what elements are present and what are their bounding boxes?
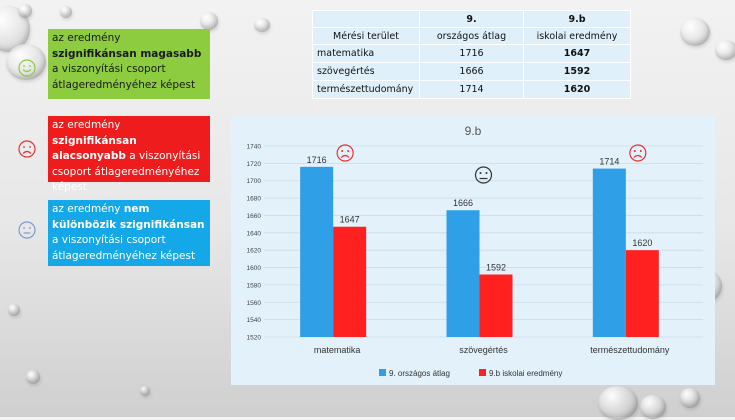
y-tick-label: 1640 xyxy=(247,230,262,237)
table-row: matematika 1716 1647 xyxy=(312,44,631,63)
bar xyxy=(592,168,626,337)
smiley-sad-icon xyxy=(336,144,354,162)
bar xyxy=(446,210,480,337)
chart-title: 9.b xyxy=(465,124,482,138)
water-drop xyxy=(598,386,638,420)
water-drop xyxy=(715,40,735,60)
bar-data-label: 1620 xyxy=(632,238,652,248)
legend-bold-text: szignifikánsan magasabb xyxy=(52,47,202,60)
y-tick-label: 1620 xyxy=(247,248,262,255)
bar xyxy=(479,274,513,337)
legend-swatch xyxy=(479,369,486,376)
y-tick-label: 1580 xyxy=(247,282,262,289)
y-tick-label: 1720 xyxy=(247,161,262,168)
water-drop xyxy=(254,18,270,32)
y-tick-label: 1700 xyxy=(247,178,262,185)
table-cell-national: 1716 xyxy=(419,44,524,63)
y-tick-label: 1680 xyxy=(247,196,262,203)
table-row: szövegértés 1666 1592 xyxy=(312,62,631,81)
legend-bold-text: nem különbözik szignifikánsan xyxy=(52,203,205,231)
table-cell-school: 1647 xyxy=(523,44,631,63)
legend-text: a viszonyítási csoport átlageredményéhez… xyxy=(52,63,196,91)
legend-text: az eredmény xyxy=(52,119,121,131)
bar-data-label: 1666 xyxy=(453,198,473,208)
smiley-neutral-icon xyxy=(18,221,36,239)
table-header-cell: iskolai eredmény xyxy=(523,27,631,45)
table-header-cell: országos átlag xyxy=(419,27,524,45)
water-drop xyxy=(6,44,46,80)
smiley-neutral-icon xyxy=(474,166,493,184)
legend-label: 9. országos átlag xyxy=(389,369,450,378)
y-tick-label: 1600 xyxy=(247,265,262,272)
bar-data-label: 1592 xyxy=(486,262,506,272)
legend-box-higher: az eredmény szignifikánsan magasabb a vi… xyxy=(48,29,210,99)
table-cell-area: természettudomány xyxy=(312,80,420,99)
table-header-row: Mérési terület országos átlag iskolai er… xyxy=(312,27,631,45)
table-row: természettudomány 1714 1620 xyxy=(312,80,631,99)
table-header-cell: Mérési terület xyxy=(312,27,420,45)
smiley-happy-icon xyxy=(18,59,36,77)
water-drop xyxy=(640,395,666,419)
bar xyxy=(625,250,659,337)
table-cell-national: 1666 xyxy=(419,62,524,81)
legend-text: a viszonyítási csoport átlageredményéhez… xyxy=(52,234,196,262)
y-tick-label: 1660 xyxy=(247,213,262,220)
table-header-cell xyxy=(312,10,420,28)
table-cell-area: matematika xyxy=(312,44,420,63)
x-category-label: természettudomány xyxy=(590,345,670,355)
x-category-label: szövegértés xyxy=(459,345,508,355)
bar-data-label: 1647 xyxy=(340,215,360,225)
table-cell-national: 1714 xyxy=(419,80,524,99)
y-tick-label: 1540 xyxy=(247,317,262,324)
table-header-cell: 9.b xyxy=(523,10,631,28)
table-header-cell: 9. xyxy=(419,10,524,28)
bar xyxy=(333,226,367,337)
y-tick-label: 1520 xyxy=(247,335,262,342)
table-cell-school: 1620 xyxy=(523,80,631,99)
table-header-row: 9. 9.b xyxy=(312,10,631,28)
table-cell-school: 1592 xyxy=(523,62,631,81)
legend-label: 9.b iskolai eredmény xyxy=(489,369,562,378)
results-table: 9. 9.b Mérési terület országos átlag isk… xyxy=(312,10,631,99)
legend-box-lower: az eredmény szignifikánsan alacsonyabb a… xyxy=(48,116,210,193)
smiley-sad-icon xyxy=(18,140,36,158)
bar-data-label: 1714 xyxy=(599,157,619,167)
water-drop xyxy=(18,4,32,18)
bar-chart: 9.b 1520 1540 1560 1580 1600 1620 1640 1660 1680 1… xyxy=(247,124,703,378)
legend-text: az eredmény xyxy=(52,203,124,215)
legend-text: a viszonyítási csoport átlageredményéhez… xyxy=(52,150,201,193)
bar-chart-panel: 9.b 1520 1540 1560 1580 1600 1620 1640 1660 1680 1… xyxy=(231,115,715,385)
legend-swatch xyxy=(379,369,386,376)
x-category-label: matematika xyxy=(314,345,361,355)
bar xyxy=(300,166,334,337)
legend-text: az eredmény xyxy=(52,32,121,44)
legend-bold-text: szignifikánsan alacsonyabb xyxy=(52,134,137,163)
water-drop xyxy=(8,304,20,316)
smiley-sad-icon xyxy=(629,144,647,162)
water-drop xyxy=(26,370,40,384)
water-drop xyxy=(200,12,218,30)
y-tick-label: 1560 xyxy=(247,300,262,307)
y-tick-label: 1740 xyxy=(247,144,262,151)
bar-data-label: 1716 xyxy=(307,155,327,165)
water-drop xyxy=(140,386,150,396)
legend-box-no-difference: az eredmény nem különbözik szignifikánsa… xyxy=(48,200,210,266)
water-drop xyxy=(680,388,700,408)
table-cell-area: szövegértés xyxy=(312,62,420,81)
water-drop xyxy=(680,18,710,46)
water-drop xyxy=(60,6,72,18)
